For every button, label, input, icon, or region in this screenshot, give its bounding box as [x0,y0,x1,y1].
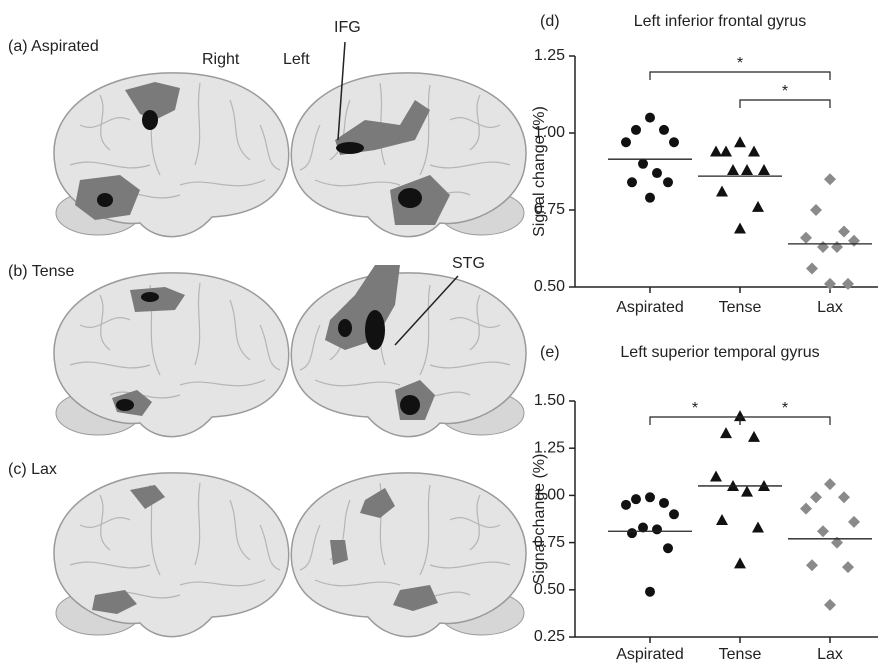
x-tick-label: Tense [719,299,762,316]
data-point [842,561,854,573]
region-label: IFG [334,19,361,36]
data-point [824,599,836,611]
brain-left [291,473,526,637]
data-point [716,186,728,197]
chart-title: Left inferior frontal gyrus [634,13,807,30]
data-point [741,164,753,175]
x-tick-label: Aspirated [616,299,684,316]
data-point [631,125,641,135]
y-tick-label: 0.50 [534,581,565,598]
data-point [663,543,673,553]
data-point [817,241,829,253]
y-tick-label: 0.75 [534,534,565,551]
x-tick-label: Tense [719,646,762,663]
chart-title: Left superior temporal gyrus [620,344,819,361]
y-tick-label: 0.25 [534,628,565,645]
data-point [710,471,722,482]
data-point [824,278,836,290]
data-point [627,177,637,187]
data-point [838,226,850,238]
y-tick-label: 1.00 [534,487,565,504]
hemisphere-label: Right [202,51,240,68]
data-point [752,521,764,532]
data-point [748,145,760,156]
data-point [645,587,655,597]
y-axis-label: Signal change (%) [531,454,548,585]
data-point [748,431,760,442]
data-point [621,500,631,510]
region-label: STG [452,255,485,272]
data-point [806,559,818,571]
significance-bracket [740,417,830,425]
data-point [817,525,829,537]
data-point [741,486,753,497]
y-tick-label: 0.50 [534,278,565,295]
data-point [659,498,669,508]
hemisphere-label: Left [283,51,310,68]
x-tick-label: Aspirated [616,646,684,663]
figure: (a) Aspirated (b) Tense (c) Lax Right Le… [0,0,892,665]
data-point [842,278,854,290]
panel-label: (e) [540,344,560,361]
data-point [720,427,732,438]
data-point [638,159,648,169]
data-point [824,478,836,490]
data-point [669,137,679,147]
data-point [663,177,673,187]
data-point [659,125,669,135]
data-point [824,173,836,185]
significance-label: * [782,83,788,100]
data-point [758,164,770,175]
significance-bracket [740,100,830,108]
data-point [652,524,662,534]
significance-bracket [650,417,740,425]
data-point [727,164,739,175]
x-tick-label: Lax [817,299,843,316]
y-tick-label: 1.25 [534,47,565,64]
data-point [645,492,655,502]
data-point [831,241,843,253]
data-point [716,514,728,525]
significance-label: * [737,55,743,72]
data-point [645,193,655,203]
panel-label: (b) Tense [8,263,75,280]
data-point [800,232,812,244]
data-point [652,168,662,178]
significance-label: * [782,400,788,417]
data-point [734,136,746,147]
data-point [627,528,637,538]
data-point [806,263,818,275]
data-point [645,113,655,123]
data-point [752,201,764,212]
data-point [720,145,732,156]
brain-right [54,473,289,637]
y-tick-label: 1.00 [534,124,565,141]
data-point [800,503,812,515]
y-tick-label: 0.75 [534,201,565,218]
y-tick-label: 1.50 [534,392,565,409]
data-point [838,491,850,503]
data-point [848,516,860,528]
data-point [669,509,679,519]
data-point [710,145,722,156]
data-point [810,491,822,503]
data-point [631,494,641,504]
panel-label: (c) Lax [8,461,57,478]
data-point [848,235,860,247]
data-point [621,137,631,147]
panel-label: (d) [540,13,560,30]
brain-panels: (a) Aspirated (b) Tense (c) Lax Right Le… [8,19,526,636]
data-point [810,204,822,216]
panel-label: (a) Aspirated [8,38,99,55]
data-point [734,222,746,233]
x-tick-label: Lax [817,646,843,663]
y-tick-label: 1.25 [534,439,565,456]
significance-label: * [692,400,698,417]
significance-bracket [650,72,830,80]
data-point [734,557,746,568]
